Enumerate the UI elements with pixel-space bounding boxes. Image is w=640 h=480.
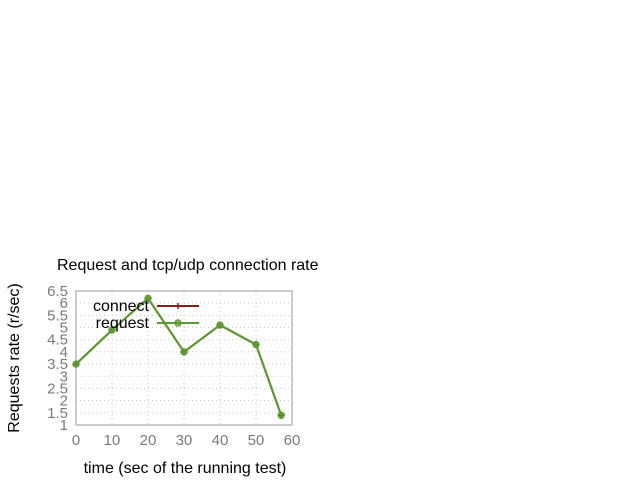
series xyxy=(72,294,285,419)
data-point xyxy=(180,348,188,356)
data-point xyxy=(277,411,285,419)
x-tick-label: 20 xyxy=(140,432,157,449)
y-tick-label: 5 xyxy=(60,320,68,337)
x-tick-label: 30 xyxy=(176,432,193,449)
x-axis-label: time (sec of the running test) xyxy=(84,460,287,477)
legend-label: request xyxy=(96,315,150,332)
x-tick-label: 60 xyxy=(284,432,301,449)
y-tick-label: 6.5 xyxy=(47,283,68,300)
data-point xyxy=(108,326,116,334)
y-tick-label: 6 xyxy=(60,295,68,312)
legend-item-request: request xyxy=(96,315,199,332)
tick-labels: 0 10 20 30 40 50 60 11.522.533.544.555.566.5 xyxy=(47,283,300,449)
legend-label: connect xyxy=(93,298,150,315)
y-tick-label: 1.5 xyxy=(47,405,68,422)
y-axis-label: Requests rate (r/sec) xyxy=(6,283,23,432)
y-tick-label: 2.5 xyxy=(47,380,68,397)
data-point xyxy=(144,294,152,303)
legend-marker xyxy=(175,303,181,309)
chart-title: Request and tcp/udp connection rate xyxy=(57,257,319,274)
y-tick-label: 2 xyxy=(60,393,68,410)
legend-marker xyxy=(174,319,182,327)
data-point xyxy=(72,360,80,368)
x-tick-label: 10 xyxy=(104,432,121,449)
y-tick-label: 1 xyxy=(60,417,68,434)
series-request xyxy=(72,294,285,419)
x-tick-label: 0 xyxy=(72,432,80,449)
y-tick-label: 4 xyxy=(60,344,68,361)
legend-item-connect: connect xyxy=(93,298,199,315)
y-tick-label: 4.5 xyxy=(47,332,68,349)
y-tick-label: 3 xyxy=(60,368,68,385)
data-point xyxy=(216,321,224,329)
plot-frame xyxy=(75,290,293,426)
y-tick-label: 5.5 xyxy=(47,307,68,324)
y-tick-label: 3.5 xyxy=(47,356,68,373)
x-tick-label: 40 xyxy=(212,432,229,449)
data-point xyxy=(252,340,260,349)
x-tick-label: 50 xyxy=(248,432,265,449)
